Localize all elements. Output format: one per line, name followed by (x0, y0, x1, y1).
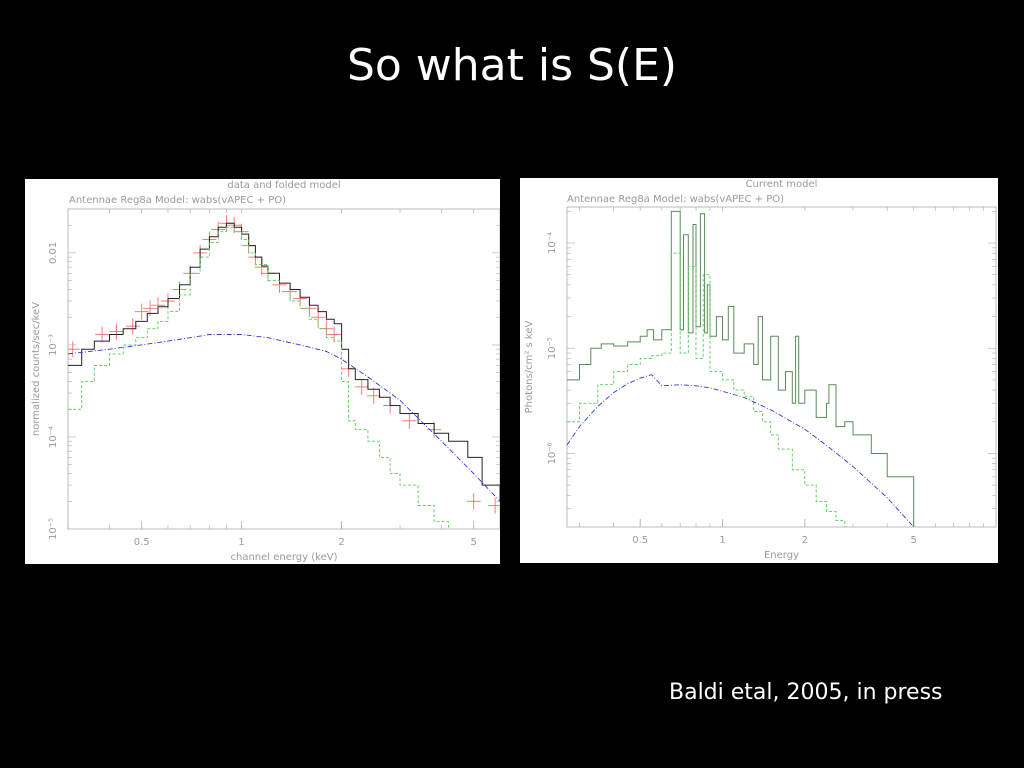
current-model-chart: Current model Antennae Reg8a Model: wabs(… (524, 179, 997, 561)
y-tick-label: 10⁻⁵ (48, 518, 59, 540)
vapec-component-line (68, 226, 450, 529)
citation-caption: Baldi etal, 2005, in press (669, 680, 943, 705)
data-point (109, 323, 124, 340)
powerlaw-component-line (567, 374, 915, 527)
x-axis-label: channel energy (keV) (230, 552, 337, 563)
x-tick-label: 5 (471, 537, 477, 548)
y-tick-label: 10⁻³ (48, 334, 59, 356)
data-point (125, 318, 140, 335)
y-tick-label: 10⁻⁴ (48, 426, 59, 448)
data-point (366, 387, 381, 404)
vapec-component-line (567, 252, 846, 527)
powerlaw-component-line (68, 334, 500, 502)
plot-area (68, 215, 500, 529)
y-axis-label: normalized counts/sec/keV (31, 302, 42, 436)
y-tick-label: 0.01 (48, 242, 59, 264)
y-tick-label: 10⁻⁴ (547, 232, 558, 254)
data-point (354, 378, 369, 395)
plot-area (567, 210, 915, 527)
data-point (134, 303, 149, 320)
data-point (143, 300, 158, 317)
x-tick-label: 0.5 (134, 537, 150, 548)
y-tick-label: 10⁻⁵ (547, 337, 558, 359)
total-model-line (68, 222, 500, 502)
y-tick-label: 10⁻⁶ (547, 442, 558, 464)
x-tick-label: 5 (910, 535, 916, 546)
plot-frame (67, 208, 500, 530)
chart-panel-current-model: Current model Antennae Reg8a Model: wabs(… (520, 178, 998, 563)
x-tick-label: 2 (338, 537, 344, 548)
data-point (402, 412, 417, 429)
x-tick-label: 2 (802, 535, 808, 546)
x-tick-label: 0.5 (632, 535, 648, 546)
data-point (68, 341, 80, 358)
chart-subtitle: Antennae Reg8a Model: wabs(vAPEC + PO) (69, 195, 286, 206)
chart-subtitle: Antennae Reg8a Model: wabs(vAPEC + PO) (567, 194, 784, 205)
total-model-line (567, 210, 915, 527)
data-point (466, 493, 481, 510)
x-axis-label: Energy (764, 550, 799, 561)
x-tick-label: 1 (238, 537, 244, 548)
y-axis-label: Photons/cm² s keV (524, 320, 535, 413)
folded-model-chart: data and folded model Antennae Reg8a Mode… (31, 180, 500, 563)
x-tick-label: 1 (719, 535, 725, 546)
data-point (488, 497, 500, 514)
slide-title: So what is S(E) (346, 40, 678, 91)
chart-title: data and folded model (227, 180, 340, 191)
chart-title: Current model (746, 179, 818, 190)
plot-frame (566, 206, 997, 528)
data-point (95, 326, 110, 343)
chart-panel-folded-model: data and folded model Antennae Reg8a Mode… (25, 179, 500, 564)
